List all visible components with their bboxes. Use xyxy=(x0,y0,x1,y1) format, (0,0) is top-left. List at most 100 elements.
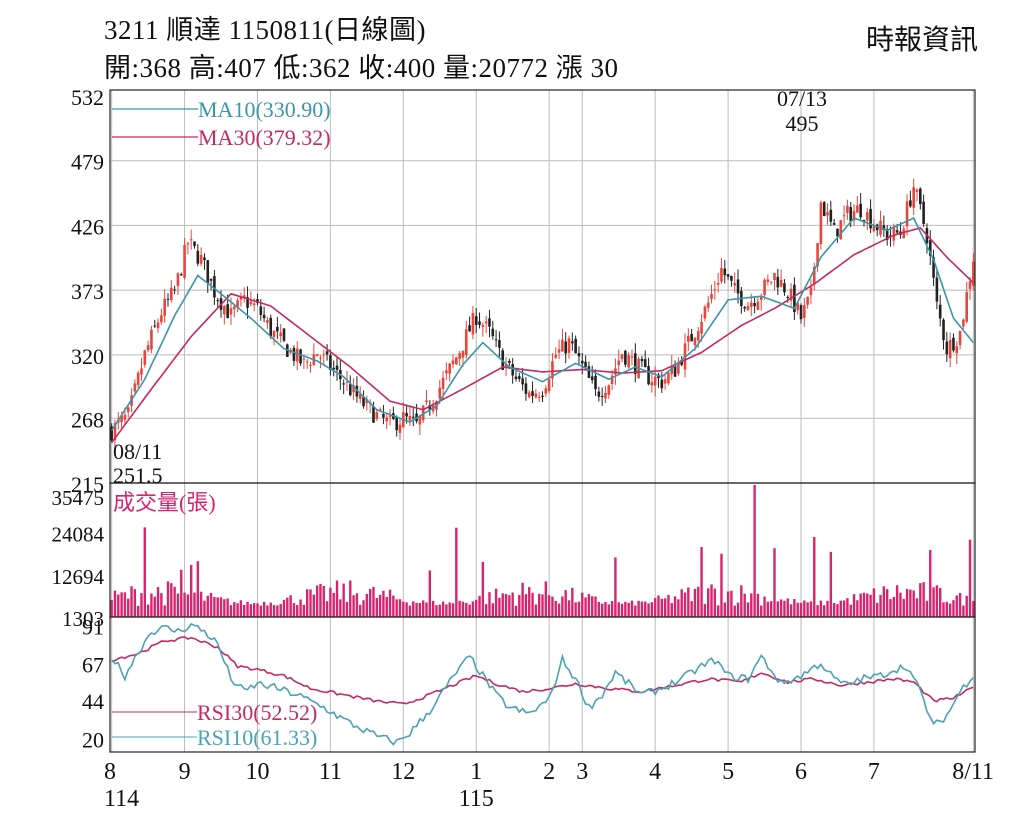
candle-body xyxy=(209,278,213,281)
volume-bar xyxy=(600,603,604,617)
volume-bar xyxy=(594,596,597,617)
volume-bar xyxy=(673,596,677,617)
candle-body xyxy=(577,353,581,357)
candle-body xyxy=(405,413,408,417)
candle-body xyxy=(859,203,862,218)
volume-bar xyxy=(809,601,813,617)
candle-body xyxy=(534,393,538,398)
candle-body xyxy=(527,392,531,398)
candle-body xyxy=(905,201,909,227)
volume-bar xyxy=(577,601,581,617)
candle-body xyxy=(882,225,886,231)
volume-bar xyxy=(650,602,654,617)
candle-body xyxy=(756,301,760,310)
volume-bar xyxy=(700,547,703,617)
volume-bar xyxy=(329,587,332,617)
candle-body xyxy=(468,325,471,332)
volume-bar xyxy=(816,605,819,617)
candle-body xyxy=(345,381,349,383)
candle-body xyxy=(865,212,869,221)
volume-bar xyxy=(518,595,521,617)
candle-body xyxy=(822,202,826,216)
volume-bar xyxy=(494,588,498,617)
candle-body xyxy=(216,300,220,302)
candle-body xyxy=(842,215,846,217)
volume-bar xyxy=(912,590,915,617)
candle-body xyxy=(909,200,912,207)
volume-bar xyxy=(773,548,776,617)
candle-body xyxy=(186,243,190,245)
volume-bar xyxy=(902,598,905,617)
candle-body xyxy=(962,319,965,327)
candle-body xyxy=(518,376,521,379)
volume-bar xyxy=(829,551,833,617)
volume-bar xyxy=(769,601,773,617)
candle-body xyxy=(458,353,461,359)
volume-bar xyxy=(723,602,726,617)
candle-body xyxy=(498,340,501,348)
volume-bar xyxy=(160,593,163,617)
rsi10-line xyxy=(111,622,974,746)
month-tick-label: 6 xyxy=(795,759,807,785)
volume-bar xyxy=(806,602,809,617)
candle-body xyxy=(398,424,402,433)
candle-body xyxy=(484,321,488,324)
volume-bar xyxy=(826,600,829,617)
candle-body xyxy=(776,276,780,288)
volume-bar xyxy=(531,592,534,617)
candle-body xyxy=(451,360,455,365)
candle-body xyxy=(746,306,750,311)
candle-body xyxy=(176,273,180,286)
volume-bar xyxy=(836,604,839,617)
volume-bar xyxy=(335,580,339,617)
candle-body xyxy=(600,396,604,398)
volume-bar xyxy=(305,589,309,617)
volume-bar xyxy=(962,605,965,617)
candle-body xyxy=(872,226,876,232)
candle-body xyxy=(388,415,392,417)
candle-body xyxy=(242,295,246,298)
candle-body xyxy=(491,328,495,337)
volume-bar xyxy=(123,592,127,617)
volume-bar xyxy=(498,597,501,617)
volume-bar xyxy=(146,604,150,617)
volume-bar xyxy=(209,592,213,617)
volume-bar xyxy=(465,602,468,617)
ma10-line xyxy=(111,217,974,431)
candle-body xyxy=(862,220,866,222)
volume-bar xyxy=(564,590,567,617)
volume-bar xyxy=(736,602,740,617)
candle-body xyxy=(123,414,127,420)
volume-bar xyxy=(127,598,130,617)
candle-body xyxy=(229,308,233,315)
volume-bar xyxy=(756,593,760,617)
volume-bar xyxy=(813,537,816,617)
price-tick-label: 320 xyxy=(71,344,104,369)
volume-bar xyxy=(289,595,292,617)
volume-bar xyxy=(561,596,564,617)
volume-bar xyxy=(929,550,932,617)
volume-bar xyxy=(392,595,395,617)
candle-body xyxy=(455,357,458,365)
volume-bar xyxy=(823,605,826,617)
candle-body xyxy=(935,277,939,302)
volume-tick-label: 12694 xyxy=(52,565,105,589)
legend-label: MA10(330.90) xyxy=(198,97,331,122)
candle-body xyxy=(624,350,627,365)
candle-body xyxy=(305,361,309,363)
candle-body xyxy=(196,250,200,264)
volume-bar xyxy=(243,604,246,617)
volume-bar xyxy=(763,596,766,617)
candle-body xyxy=(723,268,727,276)
volume-bar xyxy=(455,527,458,617)
volume-bar xyxy=(547,595,551,617)
candle-body xyxy=(329,355,332,370)
legend-label: MA30(379.32) xyxy=(198,125,331,150)
volume-bar xyxy=(402,601,405,617)
candle-body xyxy=(706,302,710,308)
candle-body xyxy=(869,208,872,229)
candle-body xyxy=(335,365,339,370)
volume-bar xyxy=(133,589,137,617)
volume-bar xyxy=(524,594,528,617)
